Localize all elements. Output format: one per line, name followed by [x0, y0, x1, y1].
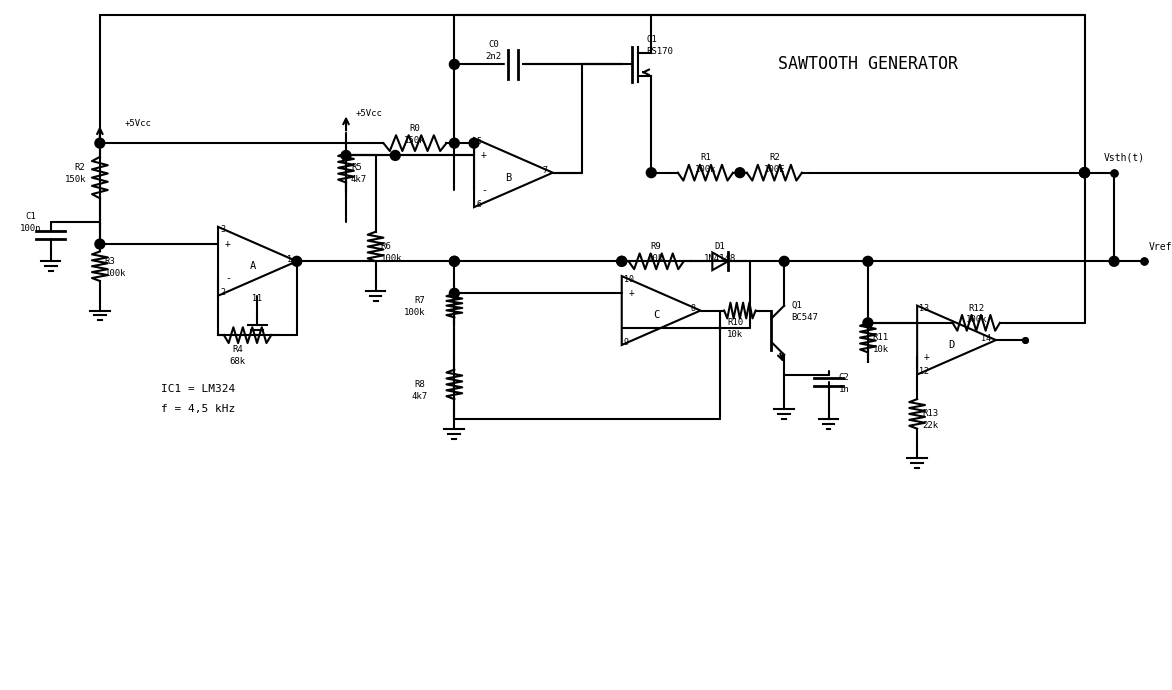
Text: 100k: 100k [104, 268, 127, 277]
Text: 8: 8 [690, 304, 696, 313]
Circle shape [1109, 257, 1119, 266]
Text: 14: 14 [981, 333, 992, 343]
Text: R6: R6 [381, 242, 391, 251]
Text: 10k: 10k [648, 254, 665, 263]
Text: 1N4148: 1N4148 [704, 254, 736, 263]
Text: +: + [924, 353, 929, 362]
Text: R9: R9 [650, 242, 661, 251]
Text: 5: 5 [476, 137, 481, 146]
Text: 1: 1 [287, 255, 292, 264]
Text: R2: R2 [75, 164, 86, 172]
Circle shape [341, 150, 350, 160]
Text: 4k7: 4k7 [350, 175, 367, 184]
Text: 10k: 10k [727, 330, 743, 339]
Text: +5Vcc: +5Vcc [124, 119, 151, 128]
Text: 22k: 22k [922, 421, 939, 431]
Text: 6: 6 [476, 199, 481, 208]
Text: 150k: 150k [404, 136, 425, 145]
Text: R1: R1 [700, 153, 710, 162]
Text: R2: R2 [769, 153, 779, 162]
Circle shape [449, 257, 459, 266]
Text: +: + [225, 239, 231, 249]
Text: Q1: Q1 [646, 35, 657, 44]
Text: 9: 9 [624, 337, 628, 346]
Circle shape [616, 257, 627, 266]
Text: -: - [481, 185, 486, 195]
Text: R13: R13 [922, 409, 939, 418]
Circle shape [1079, 168, 1090, 177]
Text: R12: R12 [968, 304, 984, 313]
Text: C: C [653, 310, 660, 320]
Text: 12: 12 [919, 367, 929, 376]
Text: 11: 11 [252, 294, 263, 303]
Text: R0: R0 [409, 124, 421, 133]
Circle shape [616, 257, 627, 266]
Circle shape [390, 150, 400, 160]
Circle shape [469, 138, 479, 148]
Circle shape [735, 168, 745, 177]
Text: Vref: Vref [1149, 241, 1172, 252]
Circle shape [95, 239, 104, 249]
Text: R7: R7 [415, 296, 425, 305]
Text: +5Vcc: +5Vcc [356, 109, 383, 118]
Text: R10: R10 [727, 318, 743, 327]
Text: 2: 2 [220, 288, 225, 297]
Text: +: + [628, 288, 634, 298]
Text: 10k: 10k [873, 345, 888, 354]
Text: 100k: 100k [404, 308, 425, 317]
Text: 4k7: 4k7 [411, 392, 428, 401]
Text: 100k: 100k [966, 315, 987, 324]
Text: 100k: 100k [381, 254, 402, 263]
Text: C1: C1 [26, 213, 36, 221]
Text: SAWTOOTH GENERATOR: SAWTOOTH GENERATOR [778, 55, 958, 73]
Text: BS170: BS170 [646, 47, 673, 56]
Circle shape [779, 257, 789, 266]
Circle shape [646, 168, 656, 177]
Text: 100n: 100n [20, 224, 42, 233]
Text: D1: D1 [715, 242, 725, 251]
Text: C2: C2 [838, 373, 850, 382]
Circle shape [449, 257, 459, 266]
Text: D: D [948, 340, 955, 350]
Text: Q1: Q1 [791, 301, 802, 310]
Text: R8: R8 [415, 380, 425, 389]
Text: 7: 7 [543, 166, 547, 175]
Text: A: A [250, 262, 255, 271]
Text: +: + [481, 150, 486, 161]
Text: -: - [628, 323, 634, 333]
Text: 68k: 68k [230, 357, 246, 366]
Text: Vsth(t): Vsth(t) [1104, 153, 1145, 163]
Text: 150k: 150k [64, 175, 86, 184]
Circle shape [95, 138, 104, 148]
Text: R3: R3 [104, 257, 116, 266]
Circle shape [449, 59, 459, 69]
Circle shape [863, 257, 873, 266]
Text: R5: R5 [350, 164, 362, 172]
Text: 100k: 100k [695, 165, 716, 175]
Circle shape [1079, 168, 1090, 177]
Text: 100E: 100E [764, 165, 785, 175]
Text: 2n2: 2n2 [485, 52, 502, 61]
Text: B: B [505, 172, 512, 183]
Text: IC1 = LM324: IC1 = LM324 [162, 384, 236, 394]
Text: -: - [225, 273, 231, 284]
Text: -: - [924, 318, 929, 328]
Text: 13: 13 [919, 304, 929, 313]
Circle shape [292, 257, 301, 266]
Circle shape [449, 288, 459, 298]
Text: 10: 10 [624, 275, 634, 284]
Text: C0: C0 [489, 40, 499, 49]
Circle shape [1079, 168, 1090, 177]
Circle shape [863, 318, 873, 328]
Text: R11: R11 [873, 333, 888, 342]
Text: BC547: BC547 [791, 313, 818, 322]
Circle shape [449, 138, 459, 148]
Text: 1n: 1n [838, 385, 850, 394]
Text: f = 4,5 kHz: f = 4,5 kHz [162, 404, 236, 414]
Text: 3: 3 [220, 226, 225, 235]
Text: R4: R4 [232, 346, 243, 355]
